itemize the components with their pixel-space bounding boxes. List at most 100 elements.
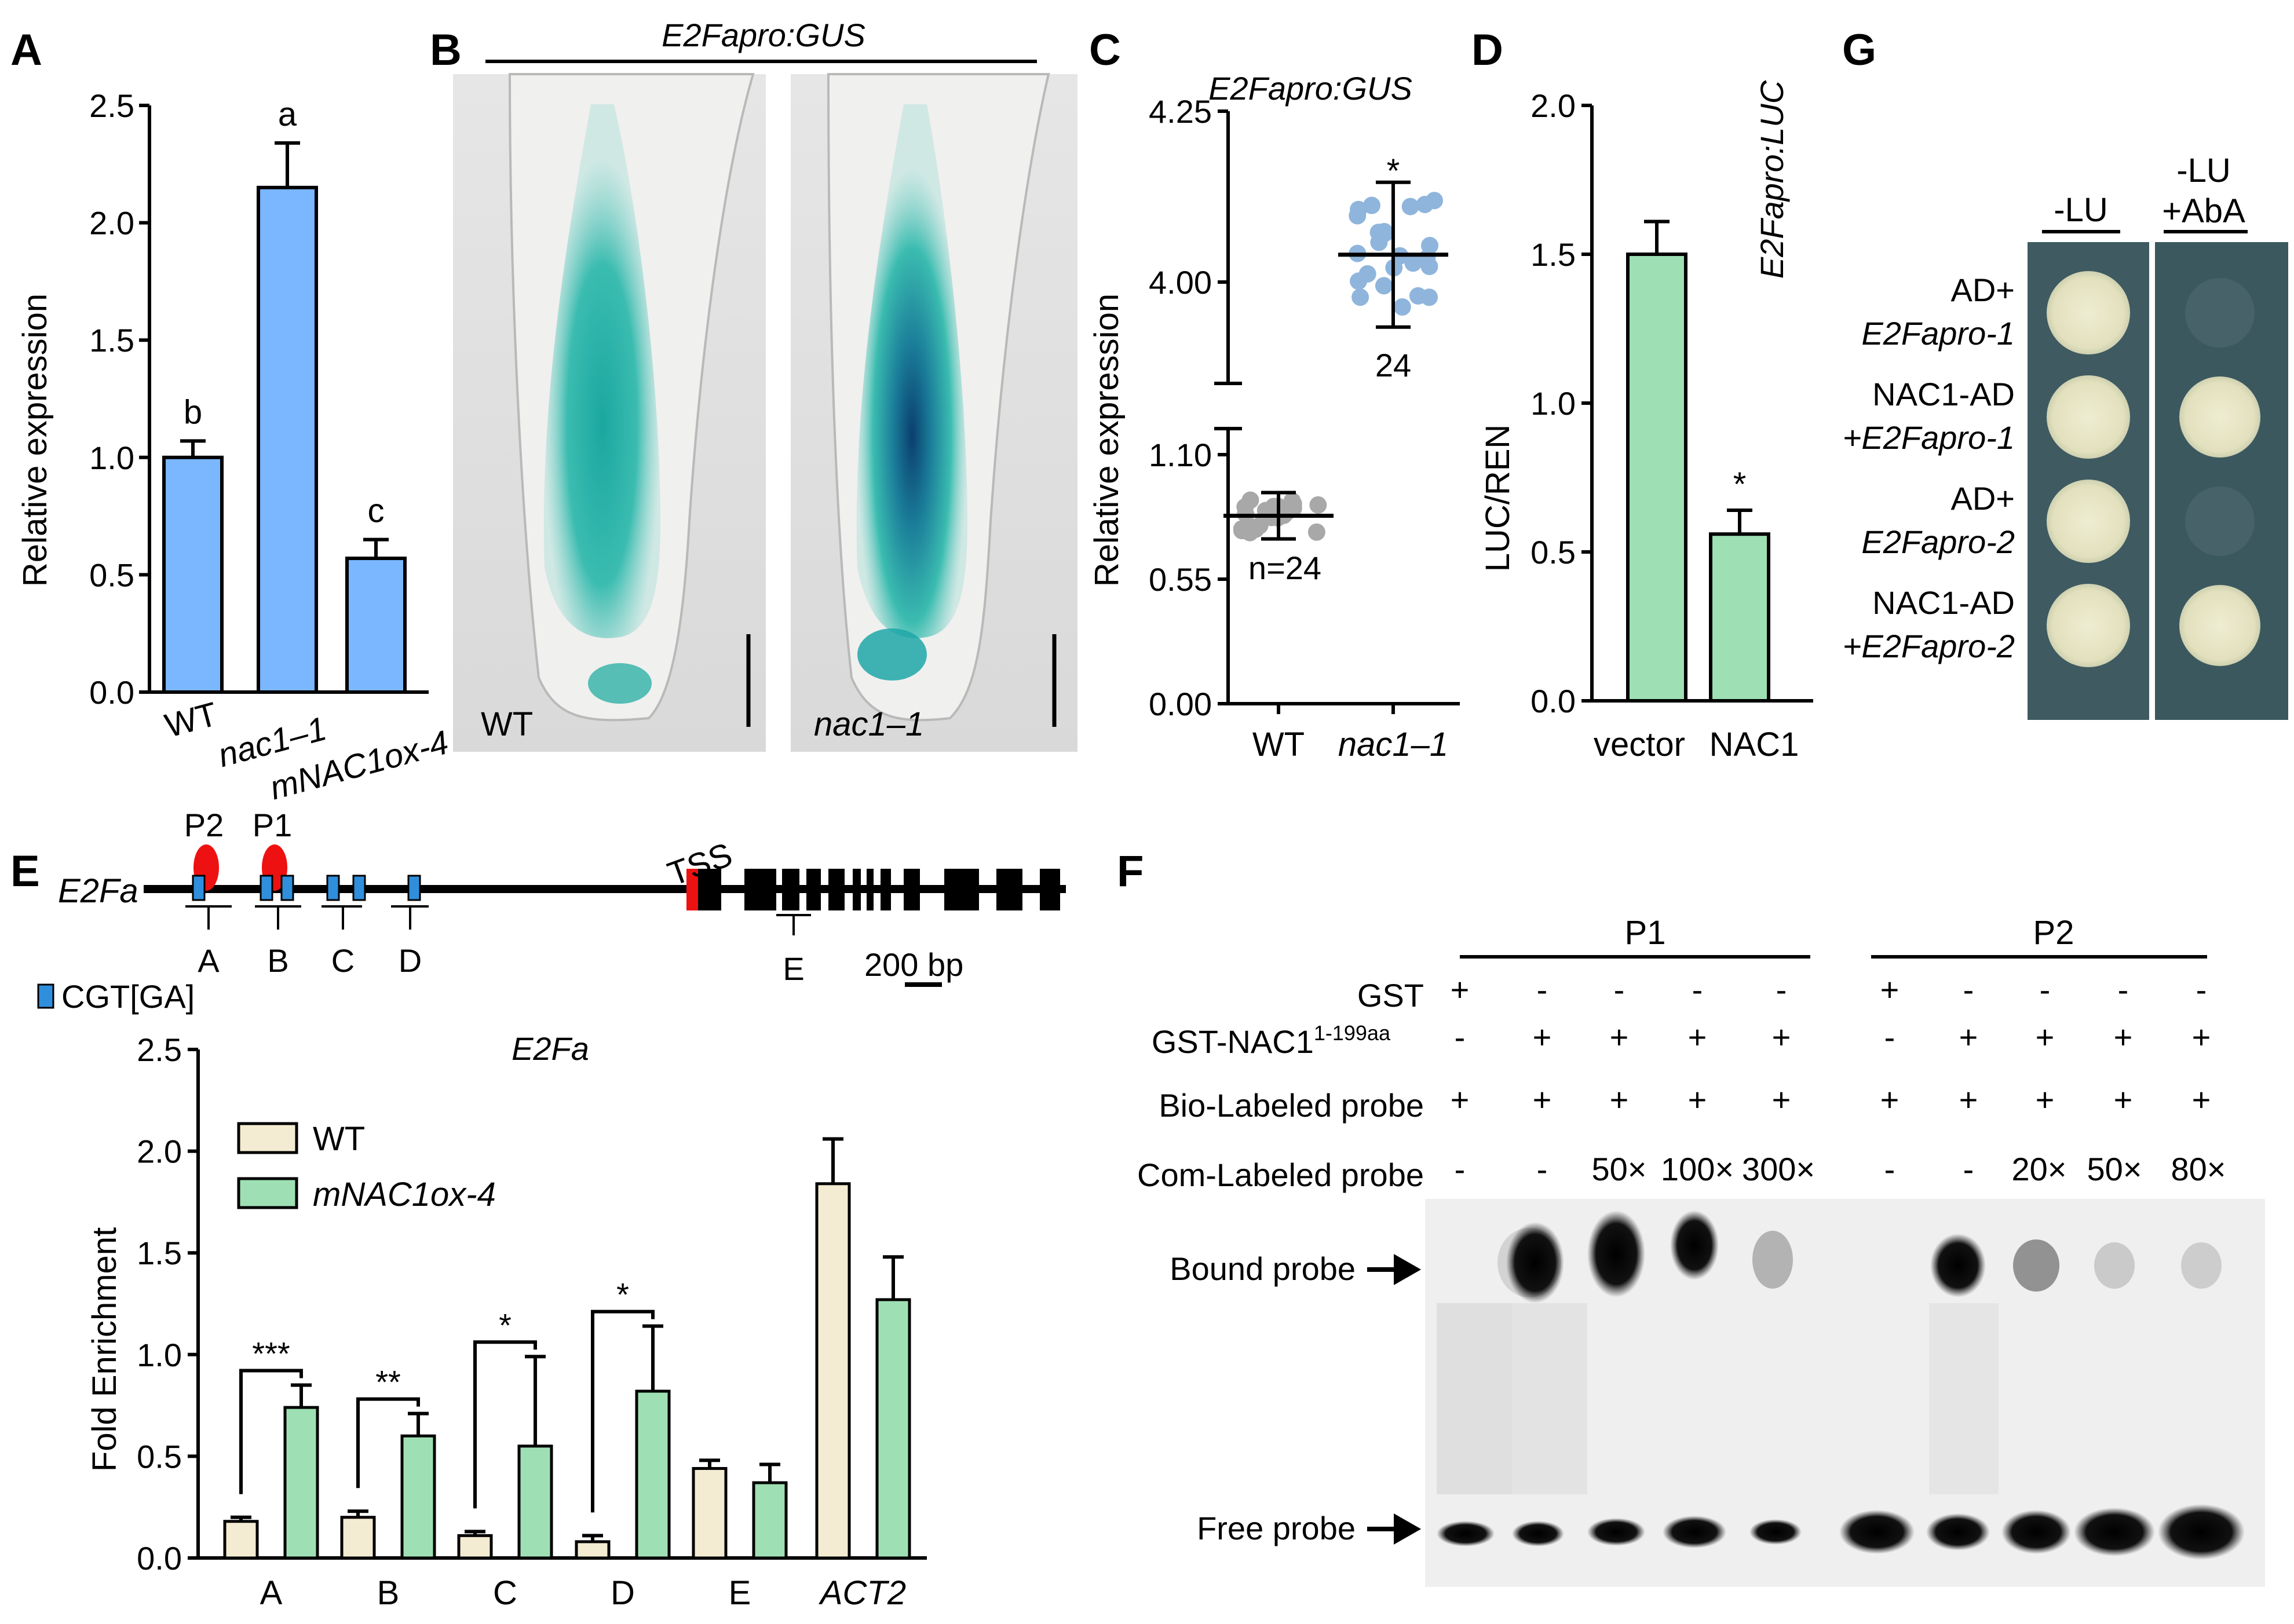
chart-e-sig-bracket <box>356 1397 420 1488</box>
emsa-sign: + <box>2114 1081 2133 1118</box>
chart-e-significance: *** <box>252 1335 290 1371</box>
chart-d: LUC/REN E2Fapro:LUC 0.0 0.5 1.0 1.5 2.0 vect… <box>1479 80 1813 763</box>
panel-b-micrographs: E2Fapro:GUS WT nac1–1 <box>453 17 1077 752</box>
tss-marker <box>686 869 698 910</box>
gene-map: E2Fa P2 P1 TSS <box>37 807 1066 1015</box>
chart-c: E2Fapro:GUS Relative expression 0.00 0.55… <box>1088 70 1460 763</box>
bound-probe-label: Bound probe <box>1170 1250 1356 1287</box>
chart-c-dot <box>1421 236 1439 254</box>
panel-g-yeast: -LU -LU +AbA AD+ E2Fapro-1 NAC1-AD +E2Fapro… <box>1843 152 2288 720</box>
emsa-sign: + <box>2114 1019 2133 1055</box>
panel-label-a: A <box>10 25 42 75</box>
emsa-sign: 50× <box>1592 1151 1647 1187</box>
yeast-col1-label: -LU <box>2054 191 2107 229</box>
chart-e-tick-label: 1.5 <box>137 1235 182 1271</box>
emsa-sign: - <box>1884 1019 1895 1055</box>
chart-e-bar <box>875 1298 911 1560</box>
panel-b-title: E2Fapro:GUS <box>662 17 865 53</box>
panel-f-emsa: P1 P2 GST GST-NAC11-199aa Bio-Labeled pr… <box>1137 914 2265 1587</box>
scale-label: 200 bp <box>864 946 963 983</box>
panel-label-d: D <box>1471 25 1503 75</box>
chart-d-x-label: NAC1 <box>1709 726 1799 763</box>
chart-a-tick-label: 0.0 <box>89 674 134 711</box>
chart-d-tick-label: 1.5 <box>1530 236 1576 273</box>
chart-c-tick-label: 4.00 <box>1149 264 1212 301</box>
cgt-box <box>326 875 340 901</box>
chart-d-tick-label: 2.0 <box>1530 87 1576 124</box>
chart-c-dot <box>1393 298 1411 316</box>
chart-c-dot <box>1420 258 1438 276</box>
chart-e-bar <box>223 1520 259 1560</box>
chart-e-legend: WT mNAC1ox-4 <box>237 1120 496 1213</box>
chart-a-ylabel: Relative expression <box>16 294 54 587</box>
chart-e-sig-bracket <box>591 1310 655 1513</box>
chart-c-dot <box>1351 288 1369 306</box>
panel-label-f: F <box>1117 847 1144 896</box>
emsa-sign: - <box>1963 971 1974 1008</box>
chart-c-dot <box>1247 520 1265 538</box>
chart-a-tick-label: 2.5 <box>89 87 134 124</box>
chart-c-dot <box>1362 196 1380 214</box>
chart-e-bar <box>635 1389 671 1560</box>
legend-label-mnac1ox4: mNAC1ox-4 <box>313 1176 496 1213</box>
emsa-row-label-bio: Bio-Labeled probe <box>1159 1087 1424 1124</box>
chart-e-sig-bracket <box>239 1369 303 1494</box>
cgt-box <box>192 875 206 901</box>
chart-e-x-label: ACT2 <box>819 1574 906 1612</box>
chart-e-x-label: D <box>611 1574 635 1612</box>
chart-e-tick-label: 0.5 <box>137 1438 182 1475</box>
region-label-d: D <box>399 942 422 979</box>
emsa-row-label-gst-nac1: GST-NAC11-199aa <box>1152 1021 1391 1060</box>
chart-a: Relative expression 0.0 0.5 1.0 1.5 2.0 2.5 b… <box>16 87 452 807</box>
emsa-sign: + <box>1959 1081 1978 1118</box>
chart-c-dot <box>1309 496 1327 514</box>
emsa-sign: + <box>1451 971 1470 1008</box>
yeast-row-label: +E2Fapro-2 <box>1843 628 2015 664</box>
chart-c-dot <box>1358 265 1376 283</box>
chart-d-ylabel: LUC/REN <box>1479 425 1517 572</box>
emsa-sign: + <box>1880 1081 1900 1118</box>
chart-d-tick-label: 1.0 <box>1530 385 1576 422</box>
chart-c-dot <box>1401 197 1419 215</box>
chart-a-bar <box>345 557 407 694</box>
yeast-colony <box>2179 585 2260 666</box>
yeast-colony-faint <box>2185 278 2255 348</box>
chart-c-title: E2Fapro:GUS <box>1208 70 1412 107</box>
chart-c-dot <box>1404 254 1422 272</box>
gel-bands <box>1437 1210 2245 1560</box>
chart-a-letter: b <box>184 393 202 431</box>
p2-label: P2 <box>184 807 224 843</box>
cgt-box <box>352 875 366 901</box>
chart-c-n-label: n=24 <box>1248 550 1321 586</box>
cgt-box <box>260 875 273 901</box>
chart-a-bar <box>162 455 224 694</box>
emsa-sign: - <box>2196 971 2207 1008</box>
chart-c-significance: * <box>1387 152 1400 190</box>
chart-e-bar <box>692 1466 728 1560</box>
chart-a-tick-label: 0.5 <box>89 557 134 593</box>
yeast-colony-faint <box>2185 487 2255 556</box>
emsa-sign: - <box>1537 1151 1548 1187</box>
legend-cgt-box <box>37 983 54 1009</box>
chart-d-tick-label: 0.0 <box>1530 683 1576 719</box>
yeast-colony <box>2047 375 2130 459</box>
chart-e-bar <box>340 1516 376 1560</box>
root-image-wt: WT <box>453 73 766 752</box>
yeast-row-label: AD+ <box>1951 272 2015 308</box>
emsa-sign: + <box>1772 1081 1791 1118</box>
chart-c-dot <box>1416 196 1434 214</box>
chart-e-significance: * <box>499 1307 512 1343</box>
chart-e-significance: * <box>616 1276 629 1313</box>
emsa-sign: - <box>1776 971 1787 1008</box>
chart-e-x-label: E <box>729 1574 751 1612</box>
emsa-sign: - <box>2040 971 2051 1008</box>
chart-e-sig-bracket <box>473 1340 537 1509</box>
chart-e-bar <box>517 1444 553 1560</box>
emsa-sign: - <box>1692 971 1703 1008</box>
chart-e-bar <box>575 1540 611 1560</box>
chart-c-tick-label: 1.10 <box>1149 437 1212 473</box>
emsa-sign: + <box>1772 1019 1791 1055</box>
emsa-sign: 50× <box>2087 1151 2142 1187</box>
cgt-box <box>280 875 294 901</box>
